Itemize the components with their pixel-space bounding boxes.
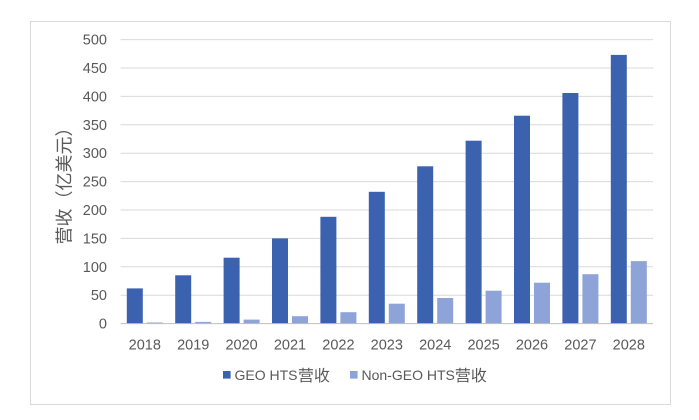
svg-text:2019: 2019: [177, 338, 209, 354]
svg-text:2021: 2021: [274, 338, 306, 354]
svg-text:0: 0: [99, 317, 107, 333]
svg-text:200: 200: [83, 203, 107, 219]
svg-text:350: 350: [83, 118, 107, 134]
svg-text:150: 150: [83, 231, 107, 247]
svg-text:250: 250: [83, 175, 107, 191]
svg-text:2020: 2020: [225, 338, 257, 354]
svg-text:Non-GEO HTS: Non-GEO HTS: [362, 367, 455, 383]
svg-text:GEO HTS: GEO HTS: [235, 367, 298, 383]
svg-text:2018: 2018: [129, 338, 161, 354]
svg-text:2022: 2022: [322, 338, 354, 354]
svg-text:400: 400: [83, 89, 107, 105]
svg-text:2024: 2024: [419, 338, 451, 354]
svg-text:500: 500: [83, 33, 107, 49]
svg-text:2028: 2028: [613, 338, 645, 354]
svg-text:2027: 2027: [564, 338, 596, 354]
svg-text:2025: 2025: [467, 338, 499, 354]
svg-text:100: 100: [83, 260, 107, 276]
svg-text:450: 450: [83, 61, 107, 77]
svg-text:2023: 2023: [371, 338, 403, 354]
svg-text:2026: 2026: [516, 338, 548, 354]
svg-text:300: 300: [83, 146, 107, 162]
svg-text:50: 50: [91, 288, 107, 304]
